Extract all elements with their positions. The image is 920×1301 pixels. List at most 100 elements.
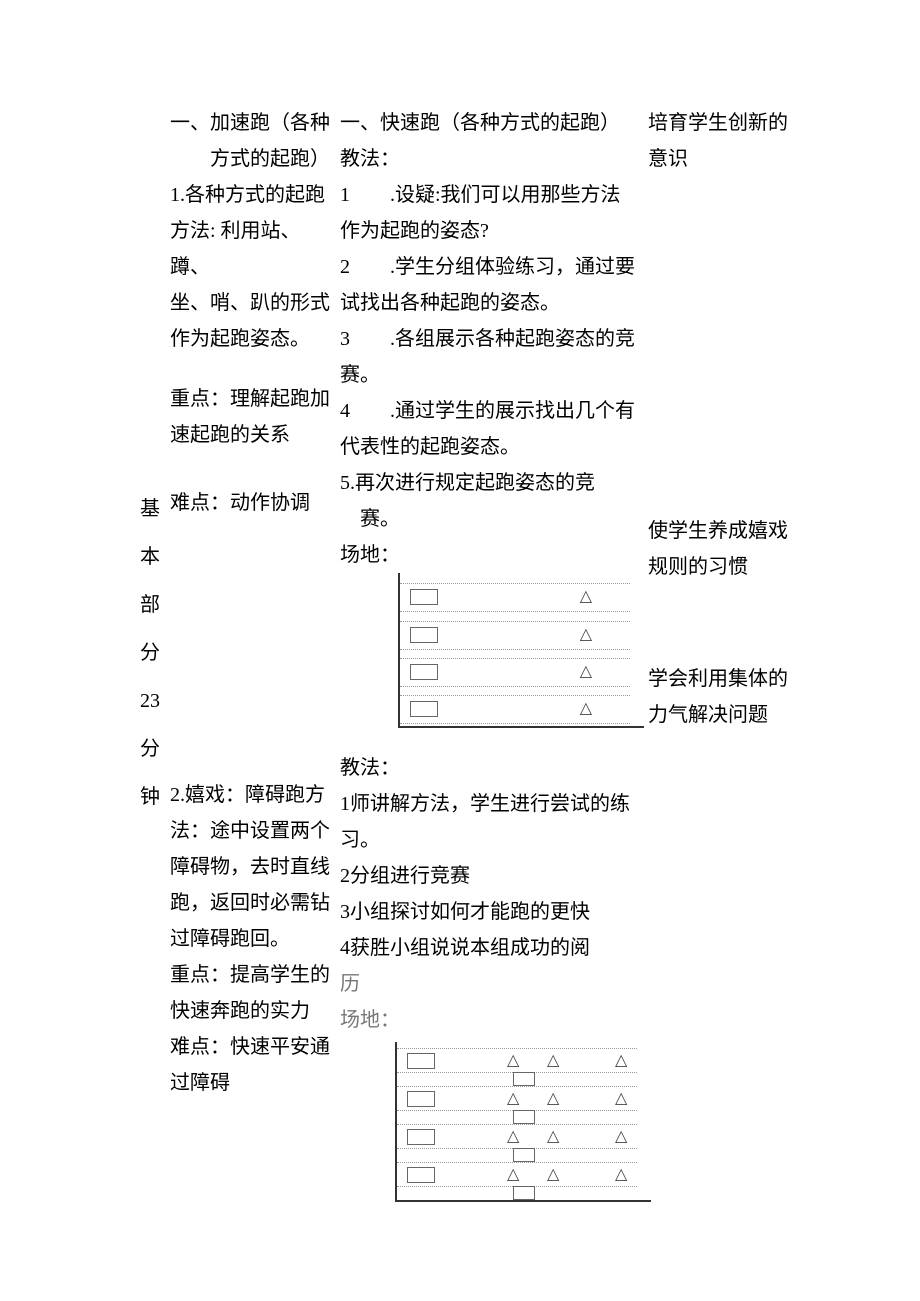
lane: △ [400, 658, 630, 688]
triangle-icon: △ [580, 664, 592, 680]
method-column: 一、快速跑（各种方式的起跑） 教法： 1 .设疑:我们可以用那些方法 作为起跑的… [340, 105, 640, 1202]
method-step: 1师讲解方法，学生进行尝试的练 习。 [340, 786, 640, 858]
method-lead: 教法： [340, 750, 640, 786]
start-box [407, 1129, 435, 1145]
triangle-icon: △ [547, 1167, 559, 1183]
lane: △ [400, 695, 630, 725]
lane: △ △ △ [397, 1162, 637, 1188]
start-box [410, 664, 438, 680]
lane: △ △ △ [397, 1048, 637, 1074]
axis-horizontal [398, 726, 644, 728]
key-point: 重点：理解起跑加 速起跑的关系 [170, 381, 335, 453]
triangle-icon: △ [507, 1053, 519, 1069]
spacer [170, 453, 335, 485]
triangle-icon: △ [547, 1129, 559, 1145]
spacer [170, 521, 335, 777]
lane: △ △ △ [397, 1086, 637, 1112]
triangle-icon: △ [615, 1053, 627, 1069]
field-diagram-2: △ △ △ △ △ △ △ △ △ △ △ △ [395, 1042, 645, 1202]
triangle-icon: △ [507, 1129, 519, 1145]
triangle-icon: △ [547, 1053, 559, 1069]
start-box [410, 701, 438, 717]
start-box [410, 589, 438, 605]
lane-line [397, 1124, 637, 1126]
item-text: .设疑:我们可以用那些方法 作为起跑的姿态? [340, 184, 621, 242]
start-box [410, 627, 438, 643]
item-index: 3 [340, 328, 350, 350]
method-item: 5.再次进行规定起跑姿态的竞 赛。 [340, 465, 640, 537]
content-column: 一、加速跑（各种 方式的起跑） 1.各种方式的起跑 方法: 利用站、蹲、 坐、哨… [170, 105, 335, 1101]
section-char: 23 [140, 677, 170, 725]
objective-text: 学会利用集体的 力气解决问题 [648, 661, 803, 733]
content-block: 2.嬉戏：障碍跑方 法：途中设置两个 障碍物，去时直线 跑，返回时必需钻 过障碍… [170, 777, 335, 1101]
item-text: .通过学生的展示找出几个有 代表性的起跑姿态。 [340, 400, 635, 458]
field-label: 场地： [340, 537, 640, 573]
start-box [407, 1091, 435, 1107]
field-diagram-1: △ △ △ △ [398, 573, 638, 728]
lesson-plan-row: 基 本 部 分 23 分 钟 一、加速跑（各种 方式的起跑） 1.各种方式的起跑… [140, 105, 870, 1202]
start-box [407, 1167, 435, 1183]
triangle-icon: △ [615, 1129, 627, 1145]
start-box [407, 1053, 435, 1069]
axis-horizontal [395, 1200, 651, 1202]
item-index: 4 [340, 400, 350, 422]
lane-line [400, 658, 630, 660]
document-page: 基 本 部 分 23 分 钟 一、加速跑（各种 方式的起跑） 1.各种方式的起跑… [0, 0, 920, 1262]
method-step-faded: 历 [340, 966, 640, 1002]
triangle-icon: △ [580, 701, 592, 717]
triangle-icon: △ [547, 1091, 559, 1107]
lane-line [400, 621, 630, 623]
section-char: 基 [140, 485, 170, 533]
obstacle-box [513, 1186, 535, 1200]
method-item: 1 .设疑:我们可以用那些方法 作为起跑的姿态? [340, 177, 640, 249]
triangle-icon: △ [580, 627, 592, 643]
triangle-icon: △ [507, 1167, 519, 1183]
section-char: 分 [140, 629, 170, 677]
section-char: 分 [140, 725, 170, 773]
obstacle-box [513, 1072, 535, 1086]
lane: △ [400, 583, 630, 613]
triangle-icon: △ [580, 589, 592, 605]
obstacle-box [513, 1148, 535, 1162]
method-item: 2 .学生分组体验练习，通过要 试找出各种起跑的姿态。 [340, 249, 640, 321]
field-label: 场地： [340, 1002, 400, 1038]
lane: △ △ △ [397, 1124, 637, 1150]
lane-line [400, 611, 630, 613]
method-lead: 教法： [340, 141, 640, 177]
content-block: 一、加速跑（各种 方式的起跑） 1.各种方式的起跑 方法: 利用站、蹲、 坐、哨… [170, 105, 335, 357]
triangle-icon: △ [615, 1091, 627, 1107]
lane-line [397, 1162, 637, 1164]
lane-line [397, 1086, 637, 1088]
triangle-icon: △ [507, 1091, 519, 1107]
method-title: 一、快速跑（各种方式的起跑） [340, 105, 640, 141]
lane-line [400, 583, 630, 585]
item-text: .各组展示各种起跑姿态的竞 赛。 [340, 328, 635, 386]
item-index: 2 [340, 256, 350, 278]
section-label-column: 基 本 部 分 23 分 钟 [140, 485, 170, 821]
lane-line [397, 1048, 637, 1050]
lane-line [400, 695, 630, 697]
spacer [170, 357, 335, 381]
objective-column: 培育学生创新的 意识 使学生养成嬉戏 规则的习惯 学会利用集体的 力气解决问题 [648, 105, 803, 733]
obstacle-box [513, 1110, 535, 1124]
spacer [648, 585, 803, 661]
objective-text: 使学生养成嬉戏 规则的习惯 [648, 513, 803, 585]
spacer [340, 728, 640, 750]
method-step: 4获胜小组说说本组成功的阅 [340, 930, 640, 966]
lane-line [400, 649, 630, 651]
objective-text: 培育学生创新的 意识 [648, 105, 803, 177]
section-char: 本 [140, 533, 170, 581]
section-char: 钟 [140, 773, 170, 821]
difficulty-point: 难点：动作协调 [170, 485, 335, 521]
method-step: 3小组探讨如何才能跑的更快 [340, 894, 640, 930]
spacer [648, 177, 803, 513]
lane: △ [400, 621, 630, 651]
item-text: .学生分组体验练习，通过要 试找出各种起跑的姿态。 [340, 256, 635, 314]
triangle-icon: △ [615, 1167, 627, 1183]
method-item: 3 .各组展示各种起跑姿态的竞 赛。 [340, 321, 640, 393]
lane-line [400, 723, 630, 725]
lane-line [400, 686, 630, 688]
section-char: 部 [140, 581, 170, 629]
method-item: 4 .通过学生的展示找出几个有 代表性的起跑姿态。 [340, 393, 640, 465]
item-index: 1 [340, 184, 350, 206]
